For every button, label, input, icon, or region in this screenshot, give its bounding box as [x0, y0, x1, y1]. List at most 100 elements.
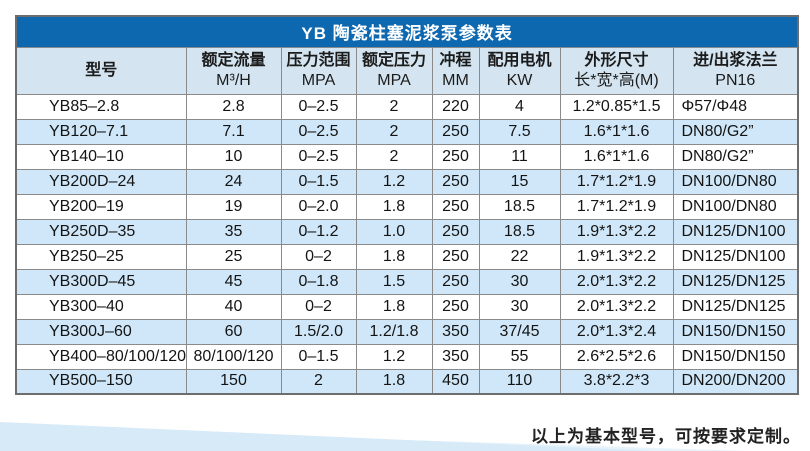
column-header-pressure-range: 压力范围 MPA	[280, 46, 357, 95]
cell-pressure-range: 0–1.5	[280, 168, 357, 195]
cell-stroke: 220	[431, 93, 480, 120]
cell-stroke: 250	[431, 218, 480, 245]
table-row: YB200–19 19 0–2.0 1.8 250 18.5 1.7*1.2*1.9 DN10…	[15, 193, 799, 220]
cell-motor-power: 22	[478, 243, 561, 270]
cell-model: YB300D–45	[15, 268, 187, 295]
cell-flange: DN125/DN125	[672, 293, 799, 320]
cell-motor-power: 11	[478, 143, 561, 170]
cell-rated-flow: 45	[185, 268, 282, 295]
cell-dimensions: 2.0*1.3*2.4	[559, 318, 674, 345]
table-row: YB85–2.8 2.8 0–2.5 2 220 4 1.2*0.85*1.5 Φ57/Φ48	[15, 93, 799, 120]
cell-motor-power: 110	[478, 368, 561, 395]
table-title-row: YB 陶瓷柱塞泥浆泵参数表	[15, 15, 799, 48]
table-row: YB300D–45 45 0–1.8 1.5 250 30 2.0*1.3*2.2 DN125…	[15, 268, 799, 295]
table-row: YB120–7.1 7.1 0–2.5 2 250 7.5 1.6*1*1.6 DN80/G2…	[15, 118, 799, 145]
column-header-stroke: 冲程 MM	[431, 46, 480, 95]
column-header-title: 压力范围	[286, 51, 351, 69]
cell-motor-power: 4	[478, 93, 561, 120]
cell-model: YB400–80/100/120	[15, 343, 187, 370]
cell-model: YB300–40	[15, 293, 187, 320]
cell-flange: DN100/DN80	[672, 193, 799, 220]
cell-rated-flow: 40	[185, 293, 282, 320]
column-header-title: 额定压力	[361, 51, 426, 69]
column-header-dimensions: 外形尺寸长*宽*高(M)	[559, 46, 674, 95]
table-row: YB250D–35 35 0–1.2 1.0 250 18.5 1.9*1.3*2.2 DN1…	[15, 218, 799, 245]
cell-rated-pressure: 2	[355, 118, 433, 145]
cell-stroke: 250	[431, 293, 480, 320]
cell-rated-flow: 35	[185, 218, 282, 245]
cell-pressure-range: 0–2	[280, 243, 357, 270]
cell-pressure-range: 0–2	[280, 293, 357, 320]
cell-motor-power: 55	[478, 343, 561, 370]
column-header-title: 额定流量	[201, 51, 266, 69]
cell-stroke: 250	[431, 268, 480, 295]
cell-model: YB85–2.8	[15, 93, 187, 120]
cell-rated-pressure: 1.5	[355, 268, 433, 295]
column-header-title: 外形尺寸	[584, 51, 649, 69]
cell-dimensions: 2.6*2.5*2.6	[559, 343, 674, 370]
cell-flange: DN125/DN125	[672, 268, 799, 295]
cell-stroke: 250	[431, 243, 480, 270]
cell-stroke: 250	[431, 143, 480, 170]
cell-pressure-range: 2	[280, 368, 357, 395]
column-header-flange: 进/出浆法兰 PN16	[672, 46, 799, 95]
column-header-unit: MPA	[301, 71, 336, 89]
cell-stroke: 250	[431, 193, 480, 220]
cell-rated-pressure: 1.2/1.8	[355, 318, 433, 345]
column-header-title: 冲程	[439, 51, 472, 69]
column-header-title: 配用电机	[487, 51, 552, 69]
table-row: YB500–150 150 2 1.8 450 110 3.8*2.2*3 DN200/DN2…	[15, 368, 799, 395]
cell-rated-flow: 10	[185, 143, 282, 170]
cell-rated-flow: 2.8	[185, 93, 282, 120]
column-header-title: 型号	[85, 61, 118, 79]
cell-dimensions: 1.6*1*1.6	[559, 143, 674, 170]
cell-rated-flow: 7.1	[185, 118, 282, 145]
cell-flange: DN125/DN100	[672, 243, 799, 270]
cell-dimensions: 1.7*1.2*1.9	[559, 193, 674, 220]
cell-pressure-range: 0–1.2	[280, 218, 357, 245]
cell-model: YB200D–24	[15, 168, 187, 195]
cell-motor-power: 30	[478, 268, 561, 295]
cell-motor-power: 15	[478, 168, 561, 195]
cell-rated-pressure: 2	[355, 143, 433, 170]
cell-stroke: 250	[431, 168, 480, 195]
cell-flange: DN80/G2”	[672, 143, 799, 170]
cell-rated-pressure: 1.8	[355, 193, 433, 220]
table-row: YB200D–24 24 0–1.5 1.2 250 15 1.7*1.2*1.9 DN100…	[15, 168, 799, 195]
cell-pressure-range: 0–1.5	[280, 343, 357, 370]
customization-note: 以上为基本型号，可按要求定制。	[531, 427, 801, 446]
table-body: YB85–2.8 2.8 0–2.5 2 220 4 1.2*0.85*1.5 Φ57/Φ48…	[15, 93, 799, 395]
cell-rated-flow: 24	[185, 168, 282, 195]
cell-rated-flow: 25	[185, 243, 282, 270]
cell-stroke: 350	[431, 318, 480, 345]
cell-rated-flow: 60	[185, 318, 282, 345]
cell-model: YB250–25	[15, 243, 187, 270]
cell-stroke: 250	[431, 118, 480, 145]
cell-pressure-range: 0–1.8	[280, 268, 357, 295]
table-row: YB300–40 40 0–2 1.8 250 30 2.0*1.3*2.2 DN125/DN…	[15, 293, 799, 320]
cell-flange: Φ57/Φ48	[672, 93, 799, 120]
cell-rated-pressure: 1.8	[355, 368, 433, 395]
cell-rated-pressure: 1.8	[355, 293, 433, 320]
table-header-row: 型号 额定流量 M³/H 压力范围 MPA 额定压力 MPA 冲程 MM 配用电机 KW 外形尺寸 长*…	[15, 46, 799, 95]
cell-dimensions: 3.8*2.2*3	[559, 368, 674, 395]
cell-rated-pressure: 1.8	[355, 243, 433, 270]
column-header-unit: 长*宽*高(M)	[574, 71, 659, 89]
cell-flange: DN150/DN150	[672, 318, 799, 345]
cell-rated-pressure: 1.2	[355, 343, 433, 370]
cell-rated-flow: 80/100/120	[185, 343, 282, 370]
cell-dimensions: 1.2*0.85*1.5	[559, 93, 674, 120]
cell-model: YB200–19	[15, 193, 187, 220]
table-row: YB250–25 25 0–2 1.8 250 22 1.9*1.3*2.2 DN125/DN…	[15, 243, 799, 270]
cell-motor-power: 18.5	[478, 193, 561, 220]
cell-pressure-range: 0–2.0	[280, 193, 357, 220]
column-header-rated-flow: 额定流量 M³/H	[185, 46, 282, 95]
cell-rated-pressure: 2	[355, 93, 433, 120]
column-header-unit: PN16	[715, 71, 756, 89]
column-header-model: 型号	[15, 46, 187, 95]
table-row: YB140–10 10 0–2.5 2 250 11 1.6*1*1.6 DN80/G2”	[15, 143, 799, 170]
cell-stroke: 450	[431, 368, 480, 395]
cell-flange: DN150/DN150	[672, 343, 799, 370]
cell-model: YB120–7.1	[15, 118, 187, 145]
cell-motor-power: 30	[478, 293, 561, 320]
